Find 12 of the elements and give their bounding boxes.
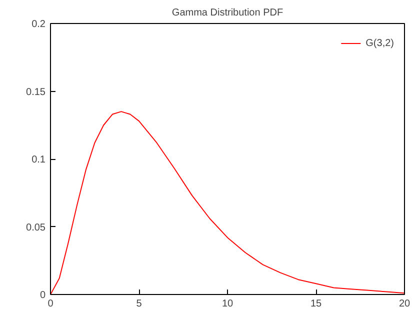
chart-title: Gamma Distribution PDF <box>172 8 284 18</box>
x-tick-label: 15 <box>310 298 322 310</box>
x-tick-label: 20 <box>398 298 410 310</box>
y-tick-label: 0.2 <box>32 19 46 30</box>
x-tick-label: 0 <box>48 298 54 310</box>
y-tick-label: 0.15 <box>26 86 46 98</box>
x-tick-label: 10 <box>222 298 234 310</box>
y-tick-label: 0.05 <box>26 222 46 234</box>
y-tick-label: 0.1 <box>32 154 46 166</box>
x-tick-label: 5 <box>136 298 142 310</box>
y-tick-label: 0 <box>40 290 46 301</box>
legend-label: G(3,2) <box>366 38 394 48</box>
